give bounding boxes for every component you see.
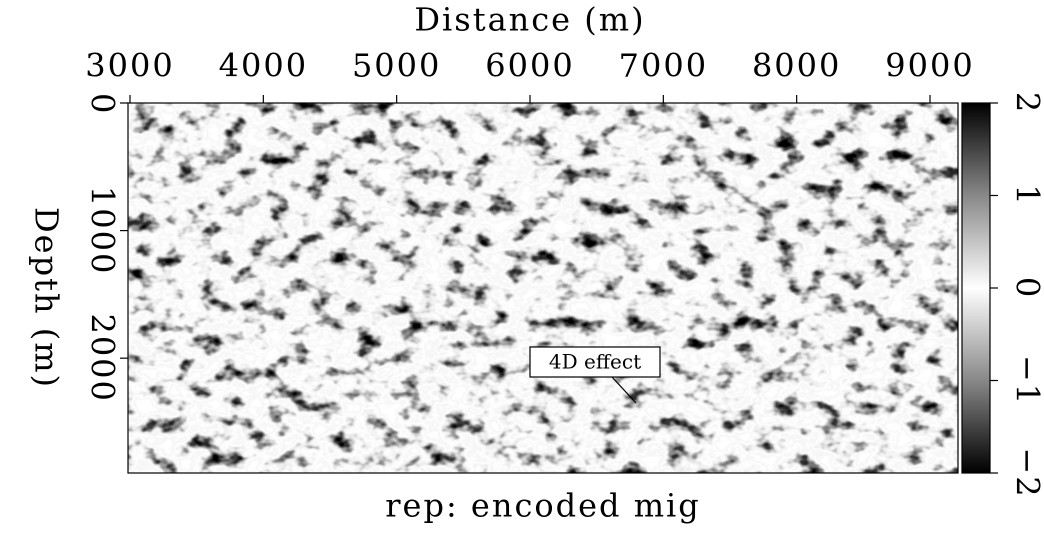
x-tick-label: 4000 xyxy=(219,47,308,85)
chart-title: rep: encoded mig xyxy=(385,487,701,525)
colorbar xyxy=(962,103,990,473)
x-tick-label: 7000 xyxy=(619,47,708,85)
y-tick-label: 1000 xyxy=(84,186,122,275)
colorbar-tick-label: −1 xyxy=(1009,355,1044,406)
colorbar-tick-label: 1 xyxy=(1009,184,1044,206)
colorbar-tick-label: −2 xyxy=(1009,447,1044,498)
colorbar-tick-label: 0 xyxy=(1009,277,1044,299)
x-tick-label: 8000 xyxy=(752,47,841,85)
y-axis-label: Depth (m) xyxy=(28,207,66,389)
x-tick-label: 5000 xyxy=(352,47,441,85)
annotation: 4D effect xyxy=(549,350,641,374)
seismic-image xyxy=(128,103,958,473)
colorbar-tick-label: 2 xyxy=(1009,92,1044,114)
x-tick-label: 3000 xyxy=(85,47,174,85)
y-tick-label: 0 xyxy=(84,93,122,115)
y-tick-label: 2000 xyxy=(84,313,122,402)
x-axis-label: Distance (m) xyxy=(414,1,645,39)
x-tick-label: 9000 xyxy=(885,47,974,85)
x-tick-label: 6000 xyxy=(485,47,574,85)
